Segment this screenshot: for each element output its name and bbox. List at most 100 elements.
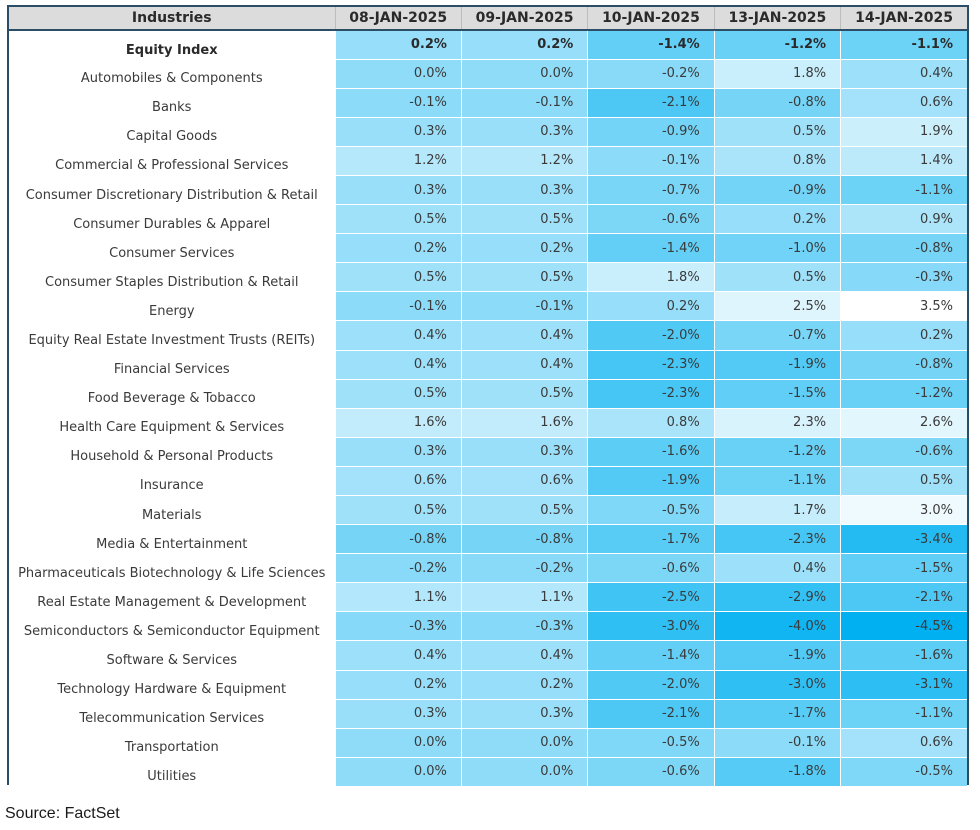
table-row: Household & Personal Products 0.3% 0.3% -1.… bbox=[9, 437, 967, 467]
value-cell: 3.0% bbox=[840, 495, 967, 526]
value-cell: 1.4% bbox=[840, 146, 967, 176]
value-cell: 0.3% bbox=[461, 437, 589, 467]
value-cell: 0.9% bbox=[840, 204, 967, 235]
value-cell: -0.8% bbox=[714, 88, 842, 118]
value-cell: -4.0% bbox=[714, 611, 842, 642]
value-cell: -0.2% bbox=[335, 553, 462, 584]
value-cell: -0.1% bbox=[587, 146, 715, 176]
table-row: Transportation 0.0% 0.0% -0.5% -0.1% 0.6% bbox=[9, 728, 967, 758]
value-cell: 1.1% bbox=[335, 582, 462, 613]
value-cell: 0.3% bbox=[335, 437, 462, 467]
industry-returns-table: Industries 08-JAN-2025 09-JAN-2025 10-JAN-… bbox=[9, 7, 967, 787]
value-cell: 0.3% bbox=[335, 117, 462, 147]
table-row: Health Care Equipment & Services 1.6% 1.6%… bbox=[9, 408, 967, 438]
value-cell: 0.6% bbox=[461, 466, 589, 497]
industry-label: Telecommunication Services bbox=[9, 699, 336, 729]
value-cell: 0.3% bbox=[335, 175, 462, 206]
value-cell: 0.5% bbox=[335, 495, 462, 526]
table-row: Energy -0.1% -0.1% 0.2% 2.5% 3.5% bbox=[9, 291, 967, 322]
value-cell: 0.2% bbox=[587, 291, 715, 322]
industry-label: Materials bbox=[9, 495, 336, 525]
value-cell: 0.4% bbox=[461, 350, 589, 380]
value-cell: -2.0% bbox=[587, 320, 715, 351]
value-cell: -0.6% bbox=[840, 437, 967, 467]
table-row: Technology Hardware & Equipment 0.2% 0.2% -… bbox=[9, 670, 967, 700]
value-cell: -0.1% bbox=[335, 291, 462, 322]
value-cell: 1.6% bbox=[335, 408, 462, 438]
header-date-3: 10-JAN-2025 bbox=[587, 7, 715, 31]
value-cell: 1.8% bbox=[587, 262, 715, 293]
industry-label: Real Estate Management & Development bbox=[9, 582, 336, 612]
table-row: Equity Real Estate Investment Trusts (RE… bbox=[9, 320, 967, 351]
value-cell: 0.4% bbox=[335, 350, 462, 380]
value-cell: -2.3% bbox=[714, 524, 842, 555]
value-cell: 0.3% bbox=[461, 117, 589, 147]
value-cell: -0.3% bbox=[461, 611, 589, 642]
value-cell: 1.2% bbox=[335, 146, 462, 176]
value-cell: -0.2% bbox=[461, 553, 589, 584]
value-cell: 0.4% bbox=[461, 640, 589, 671]
value-cell: 0.8% bbox=[587, 408, 715, 438]
table-row: Consumer Services 0.2% 0.2% -1.4% -1.0% -0.8% bbox=[9, 233, 967, 264]
industry-label: Utilities bbox=[9, 757, 336, 787]
header-row: Industries 08-JAN-2025 09-JAN-2025 10-JAN-… bbox=[9, 7, 967, 31]
industry-label: Technology Hardware & Equipment bbox=[9, 670, 336, 700]
value-cell: -3.1% bbox=[840, 670, 967, 700]
value-cell: 0.2% bbox=[461, 30, 589, 60]
value-cell: 0.3% bbox=[461, 699, 589, 729]
value-cell: -1.9% bbox=[714, 350, 842, 380]
value-cell: 2.3% bbox=[714, 408, 842, 438]
header-industries: Industries bbox=[9, 7, 336, 31]
industry-label: Equity Real Estate Investment Trusts (RE… bbox=[9, 320, 336, 351]
value-cell: 0.0% bbox=[335, 728, 462, 758]
value-cell: 0.0% bbox=[461, 757, 589, 787]
table-row: Media & Entertainment -0.8% -0.8% -1.7% -2.3… bbox=[9, 524, 967, 555]
industry-label: Financial Services bbox=[9, 350, 336, 380]
value-cell: -0.3% bbox=[840, 262, 967, 293]
value-cell: -1.2% bbox=[714, 437, 842, 467]
value-cell: -2.9% bbox=[714, 582, 842, 613]
value-cell: -4.5% bbox=[840, 611, 967, 642]
table-row: Telecommunication Services 0.3% 0.3% -2.1% -… bbox=[9, 699, 967, 729]
industry-label: Insurance bbox=[9, 466, 336, 496]
value-cell: -0.1% bbox=[714, 728, 842, 758]
table-body: Equity Index 0.2% 0.2% -1.4% -1.2% -1.1% Autom… bbox=[9, 30, 967, 787]
value-cell: -2.3% bbox=[587, 350, 715, 380]
value-cell: 0.2% bbox=[461, 233, 589, 264]
value-cell: -1.1% bbox=[840, 30, 967, 60]
value-cell: -1.8% bbox=[714, 757, 842, 787]
value-cell: 0.5% bbox=[335, 262, 462, 293]
value-cell: -0.8% bbox=[840, 233, 967, 264]
value-cell: 0.8% bbox=[714, 146, 842, 176]
value-cell: 0.4% bbox=[335, 320, 462, 351]
industry-label: Consumer Durables & Apparel bbox=[9, 204, 336, 234]
value-cell: -1.2% bbox=[714, 30, 842, 60]
value-cell: 0.4% bbox=[461, 320, 589, 351]
industry-label: Consumer Discretionary Distribution & Re… bbox=[9, 175, 336, 205]
value-cell: -2.1% bbox=[587, 88, 715, 118]
value-cell: -1.1% bbox=[714, 466, 842, 497]
value-cell: 3.5% bbox=[840, 291, 967, 322]
value-cell: -0.9% bbox=[587, 117, 715, 147]
value-cell: -1.6% bbox=[840, 640, 967, 671]
table-row: Automobiles & Components 0.0% 0.0% -0.2% 1.8… bbox=[9, 59, 967, 89]
value-cell: -0.1% bbox=[461, 291, 589, 322]
table-row: Software & Services 0.4% 0.4% -1.4% -1.9% -1.… bbox=[9, 640, 967, 671]
table-row: Real Estate Management & Development 1.1%… bbox=[9, 582, 967, 613]
table-row: Consumer Staples Distribution & Retail 0.… bbox=[9, 262, 967, 293]
value-cell: 1.9% bbox=[840, 117, 967, 147]
value-cell: -1.2% bbox=[840, 379, 967, 409]
value-cell: 1.1% bbox=[461, 582, 589, 613]
industry-label: Consumer Services bbox=[9, 233, 336, 263]
value-cell: 0.5% bbox=[335, 379, 462, 409]
value-cell: -3.0% bbox=[714, 670, 842, 700]
value-cell: -0.6% bbox=[587, 553, 715, 584]
value-cell: 0.0% bbox=[335, 59, 462, 89]
value-cell: -2.1% bbox=[840, 582, 967, 613]
value-cell: 0.5% bbox=[840, 466, 967, 497]
industry-label: Household & Personal Products bbox=[9, 437, 336, 467]
value-cell: -2.5% bbox=[587, 582, 715, 613]
value-cell: -1.1% bbox=[840, 175, 967, 206]
value-cell: -0.8% bbox=[335, 524, 462, 555]
header-date-2: 09-JAN-2025 bbox=[461, 7, 589, 31]
